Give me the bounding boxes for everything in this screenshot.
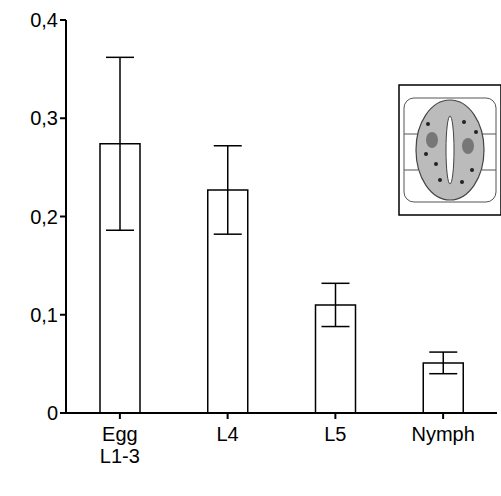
svg-text:Nymph: Nymph xyxy=(411,423,474,445)
svg-text:0: 0 xyxy=(47,402,58,424)
svg-text:EggL1-3: EggL1-3 xyxy=(100,423,140,467)
svg-text:L4: L4 xyxy=(217,423,239,445)
svg-text:0,2: 0,2 xyxy=(30,206,58,228)
svg-text:0,4: 0,4 xyxy=(30,9,58,31)
svg-text:0,3: 0,3 xyxy=(30,107,58,129)
svg-text:0,1: 0,1 xyxy=(30,304,58,326)
svg-text:L5: L5 xyxy=(324,423,346,445)
